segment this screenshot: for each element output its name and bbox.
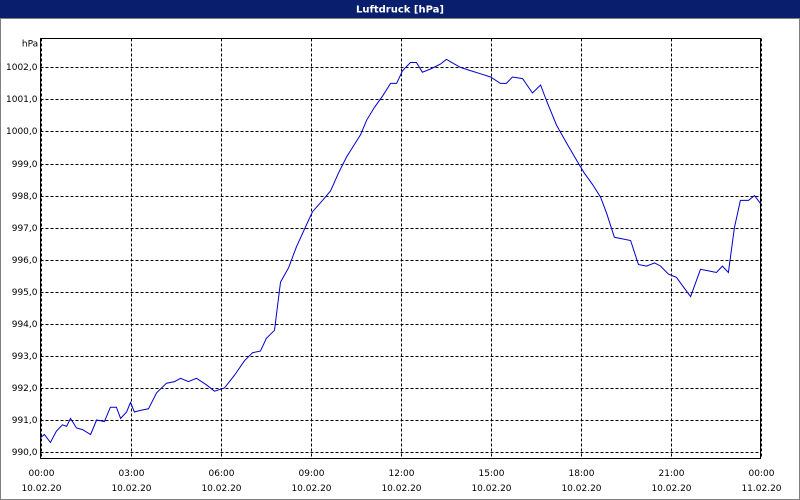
chart-title: Luftdruck [hPa] — [356, 5, 444, 16]
y-unit-label: hPa — [22, 40, 38, 50]
y-tick-label: 992,0 — [12, 384, 38, 394]
x-tick-label: 09:00 — [299, 469, 325, 479]
y-tick-label: 1002,0 — [6, 63, 38, 73]
x-tick-label: 21:00 — [659, 469, 685, 479]
y-tick-label: 996,0 — [12, 256, 38, 266]
y-tick-label: 999,0 — [12, 160, 38, 170]
y-tick-label: 995,0 — [12, 288, 38, 298]
x-tick-date: 10.02.20 — [381, 484, 421, 494]
y-tick-label: 994,0 — [12, 320, 38, 330]
x-tick-date: 10.02.20 — [651, 484, 691, 494]
x-tick-date: 10.02.20 — [561, 484, 601, 494]
x-tick-label: 12:00 — [389, 469, 415, 479]
y-tick-label: 990,0 — [12, 448, 38, 458]
x-tick-date: 10.02.20 — [471, 484, 511, 494]
y-tick-label: 998,0 — [12, 192, 38, 202]
y-tick-label: 997,0 — [12, 224, 38, 234]
title-bar — [0, 0, 800, 18]
pressure-line — [40, 58, 761, 444]
x-tick-label: 18:00 — [569, 469, 595, 479]
plot-area — [40, 38, 761, 459]
x-tick-date: 11.02.20 — [741, 484, 781, 494]
y-tick-label: 1001,0 — [6, 95, 38, 105]
y-tick-label: 991,0 — [12, 416, 38, 426]
x-tick-date: 10.02.20 — [111, 484, 151, 494]
x-tick-label: 06:00 — [209, 469, 235, 479]
x-tick-date: 10.02.20 — [21, 484, 61, 494]
x-tick-label: 15:00 — [479, 469, 505, 479]
x-tick-label: 00:00 — [29, 469, 55, 479]
y-tick-label: 993,0 — [12, 352, 38, 362]
x-tick-label: 00:00 — [749, 469, 775, 479]
x-tick-date: 10.02.20 — [291, 484, 331, 494]
frame — [0, 18, 800, 500]
x-tick-label: 03:00 — [119, 469, 145, 479]
y-tick-label: 1000,0 — [6, 127, 38, 137]
x-tick-date: 10.02.20 — [201, 484, 241, 494]
